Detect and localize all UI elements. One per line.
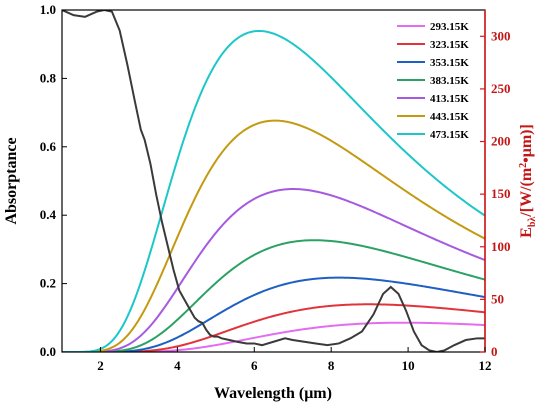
y-left-tick-label: 0.6 bbox=[40, 139, 57, 154]
y-left-tick-label: 1.0 bbox=[40, 2, 56, 17]
y-right-tick-label: 100 bbox=[491, 239, 511, 254]
legend-label: 353.15K bbox=[430, 57, 469, 69]
legend-label: 443.15K bbox=[430, 111, 469, 123]
x-tick-label: 10 bbox=[402, 358, 415, 373]
x-axis-title: Wavelength (μm) bbox=[214, 385, 332, 402]
legend-label: 383.15K bbox=[430, 75, 469, 87]
y-left-tick-label: 0.4 bbox=[40, 207, 57, 222]
x-tick-label: 8 bbox=[328, 358, 335, 373]
series-line-473.15K bbox=[62, 29, 485, 352]
series-line-443.15K bbox=[62, 119, 485, 352]
y-left-tick-label: 0.8 bbox=[40, 70, 57, 85]
y-left-tick-label: 0.0 bbox=[40, 344, 56, 359]
y-right-tick-label: 300 bbox=[491, 28, 511, 43]
y-left-axis-title: Absorptance bbox=[3, 137, 20, 224]
legend-label: 293.15K bbox=[430, 21, 469, 33]
x-tick-label: 6 bbox=[251, 358, 258, 373]
legend: 293.15K 323.15K 353.15K 383.15K 413.15K 443.1… bbox=[397, 21, 469, 141]
series-line-353.15K bbox=[62, 276, 485, 352]
y-right-tick-label: 0 bbox=[491, 344, 498, 359]
y-right-tick-label: 200 bbox=[491, 134, 511, 149]
legend-label: 323.15K bbox=[430, 39, 469, 51]
x-tick-label: 2 bbox=[97, 358, 104, 373]
y-right-axis-title: Ebλ/[W/(m2•μm)] bbox=[518, 124, 538, 238]
x-tick-label: 12 bbox=[479, 358, 492, 373]
y-left-tick-label: 0.2 bbox=[40, 276, 56, 291]
legend-label: 413.15K bbox=[430, 93, 469, 105]
y-right-tick-label: 50 bbox=[491, 291, 504, 306]
series-line-413.15K bbox=[62, 188, 485, 352]
x-tick-label: 4 bbox=[174, 358, 181, 373]
y-right-tick-label: 150 bbox=[491, 186, 511, 201]
absorptance-line bbox=[62, 10, 485, 352]
series-line-383.15K bbox=[62, 239, 485, 352]
legend-label: 473.15K bbox=[430, 129, 469, 141]
y-right-tick-label: 250 bbox=[491, 81, 511, 96]
